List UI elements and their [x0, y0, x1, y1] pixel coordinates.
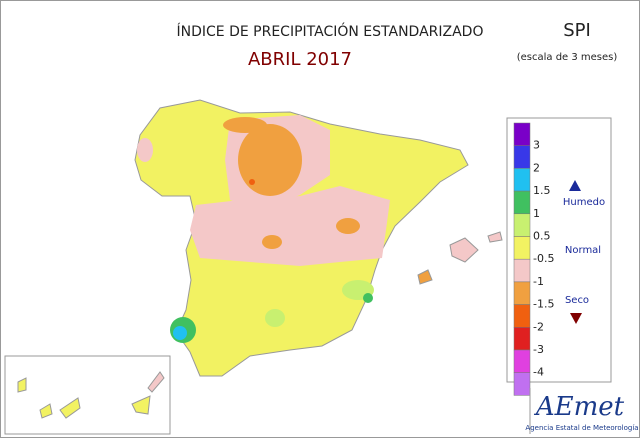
- legend-label: 0.5: [533, 230, 551, 243]
- legend-swatch: [513, 168, 531, 192]
- dry-patch: [262, 235, 282, 249]
- index-name: SPI: [563, 20, 591, 41]
- balearic: [417, 269, 433, 285]
- canary-inset: [4, 355, 171, 435]
- canary: [147, 371, 165, 393]
- wet-marker: [569, 180, 581, 191]
- legend-label: -1.5: [533, 298, 554, 311]
- legend-label: -1: [533, 275, 544, 288]
- legend-label: 2: [533, 161, 540, 174]
- canary: [17, 377, 27, 393]
- legend-swatch: [513, 349, 531, 373]
- dry-patch: [238, 124, 302, 196]
- wet-label: Humedo: [563, 197, 605, 208]
- dry-band: [190, 186, 390, 266]
- legend-swatch: [513, 372, 531, 396]
- legend-swatch: [513, 122, 531, 146]
- legend-swatch: [513, 213, 531, 237]
- legend-label: -3: [533, 343, 544, 356]
- canary: [39, 403, 53, 419]
- title: ÍNDICE DE PRECIPITACIÓN ESTANDARIZADO: [177, 22, 484, 40]
- wet-patch: [265, 309, 285, 327]
- map: [4, 99, 503, 435]
- legend-label: -2: [533, 320, 544, 333]
- legend-label: -4: [533, 366, 544, 379]
- legend-label: 3: [533, 139, 540, 152]
- dry-patch: [249, 179, 255, 185]
- wet-patch: [173, 326, 187, 340]
- period: ABRIL 2017: [248, 49, 352, 70]
- normal-label: Normal: [565, 245, 601, 256]
- legend-label: -0.5: [533, 252, 554, 265]
- legend-swatch: [513, 236, 531, 260]
- dry-patch: [336, 218, 360, 234]
- legend-label: 1: [533, 207, 540, 220]
- legend-swatch: [513, 145, 531, 169]
- dry-patch: [137, 138, 153, 162]
- logo: AEmet: [534, 392, 625, 422]
- legend-swatch: [513, 304, 531, 328]
- balearic: [487, 231, 503, 243]
- dry-patch: [223, 117, 267, 133]
- wet-patch: [363, 293, 373, 303]
- legend: 3 2 1.5 1 0.5 -0.5 -1 -1.5 -2 -3 -4: [513, 122, 554, 396]
- agency: Agencia Estatal de Meteorología: [525, 424, 638, 432]
- legend-label: 1.5: [533, 184, 551, 197]
- legend-swatch: [513, 258, 531, 283]
- legend-swatch: [513, 190, 531, 215]
- dry-label: Seco: [565, 295, 589, 306]
- balearic: [449, 237, 479, 263]
- dry-marker: [570, 313, 582, 324]
- index-scale: (escala de 3 meses): [517, 52, 618, 63]
- canary: [131, 395, 151, 415]
- canary: [59, 397, 81, 419]
- legend-swatch: [513, 327, 531, 351]
- legend-swatch: [513, 281, 531, 305]
